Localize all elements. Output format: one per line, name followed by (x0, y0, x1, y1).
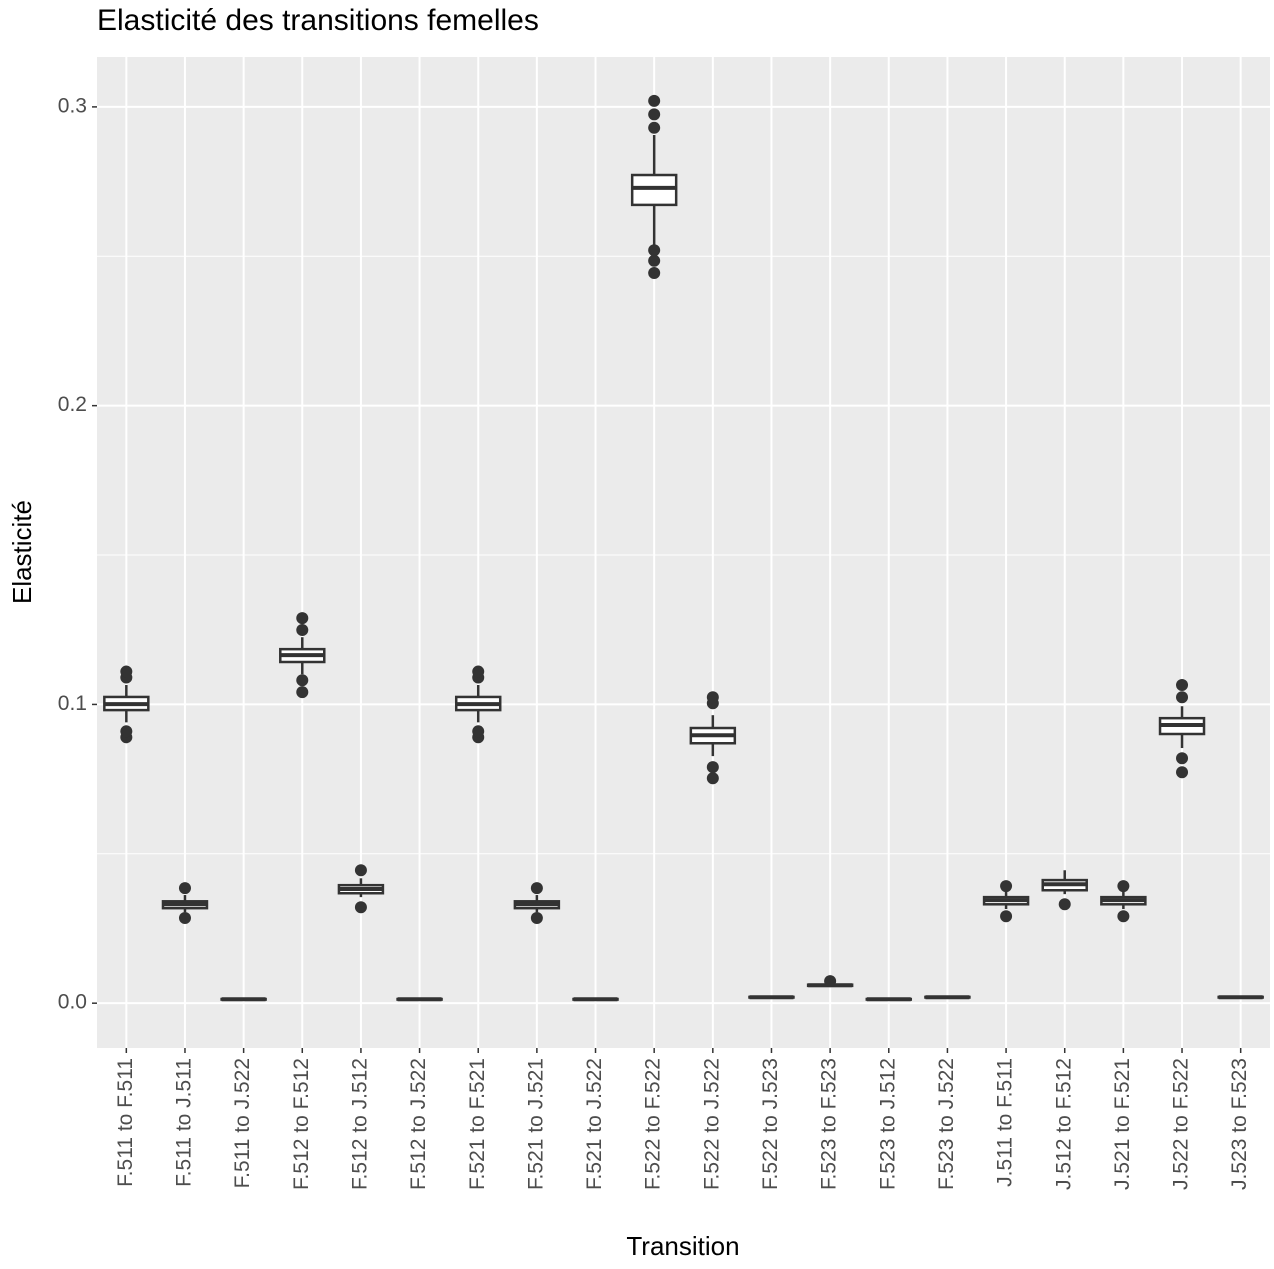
outlier (296, 686, 309, 699)
x-tick-label: F.522 to F.522 (642, 1058, 665, 1190)
outlier (178, 882, 191, 895)
outlier (706, 772, 719, 785)
outlier (472, 725, 485, 738)
x-tick-label: F.522 to J.523 (759, 1058, 782, 1190)
marks (103, 94, 1264, 1002)
outlier (472, 665, 485, 678)
x-tick-label: F.522 to J.522 (700, 1058, 723, 1190)
x-tick-label: F.521 to J.521 (524, 1058, 547, 1190)
x-tick-label: F.511 to F.511 (114, 1058, 137, 1187)
x-tick-label: J.511 to F.511 (994, 1058, 1017, 1187)
y-tick-label: 0.1 (58, 692, 87, 715)
outlier (530, 882, 543, 895)
box (630, 173, 678, 207)
outlier (296, 674, 309, 687)
y-tick-label: 0.2 (58, 393, 87, 416)
x-tick-label: F.512 to J.512 (348, 1058, 371, 1190)
outlier (178, 912, 191, 925)
x-tick-label: F.521 to F.521 (466, 1058, 489, 1190)
y-tick-label: 0.3 (58, 94, 87, 117)
x-tick-label: J.521 to F.521 (1111, 1058, 1134, 1190)
outlier (1000, 910, 1013, 923)
outlier (1176, 752, 1189, 765)
x-tick-label: F.511 to J.511 (173, 1058, 196, 1187)
outlier (120, 725, 133, 738)
x-tick-label: F.511 to J.522 (231, 1058, 254, 1188)
outlier (824, 975, 837, 988)
outlier (648, 267, 661, 280)
outlier (296, 624, 309, 637)
outlier (354, 864, 367, 877)
outlier (1176, 691, 1189, 704)
outlier (648, 94, 661, 107)
x-tick-label: F.512 to F.512 (290, 1058, 313, 1190)
outlier (1176, 679, 1189, 692)
x-tick-label: F.512 to J.522 (407, 1058, 430, 1190)
outlier (648, 108, 661, 121)
outlier (706, 691, 719, 704)
plot-panel (97, 57, 1270, 1048)
outlier (1058, 898, 1071, 911)
outlier (1176, 766, 1189, 779)
outlier (1117, 880, 1130, 893)
x-tick-label: J.523 to F.523 (1228, 1058, 1251, 1190)
outlier (648, 254, 661, 267)
x-tick-label: J.522 to F.522 (1170, 1058, 1193, 1190)
x-tick-label: F.523 to F.523 (818, 1058, 841, 1190)
outlier (120, 665, 133, 678)
x-tick-label: F.523 to J.512 (876, 1058, 899, 1190)
chart-title: Elasticité des transitions femelles (97, 4, 539, 37)
x-tick-label: J.512 to F.512 (1052, 1058, 1075, 1190)
x-tick-label: F.523 to J.522 (935, 1058, 958, 1190)
outlier (296, 612, 309, 625)
x-tick-label: F.521 to J.522 (583, 1058, 606, 1190)
outlier (648, 244, 661, 257)
outlier (648, 121, 661, 134)
outlier (530, 912, 543, 925)
outlier (706, 761, 719, 774)
outlier (354, 901, 367, 914)
outlier (1117, 910, 1130, 923)
x-axis-label: Transition (626, 1231, 739, 1261)
outlier (1000, 880, 1013, 893)
y-tick-label: 0.0 (58, 991, 87, 1014)
y-axis-label: Elasticité (7, 500, 37, 604)
